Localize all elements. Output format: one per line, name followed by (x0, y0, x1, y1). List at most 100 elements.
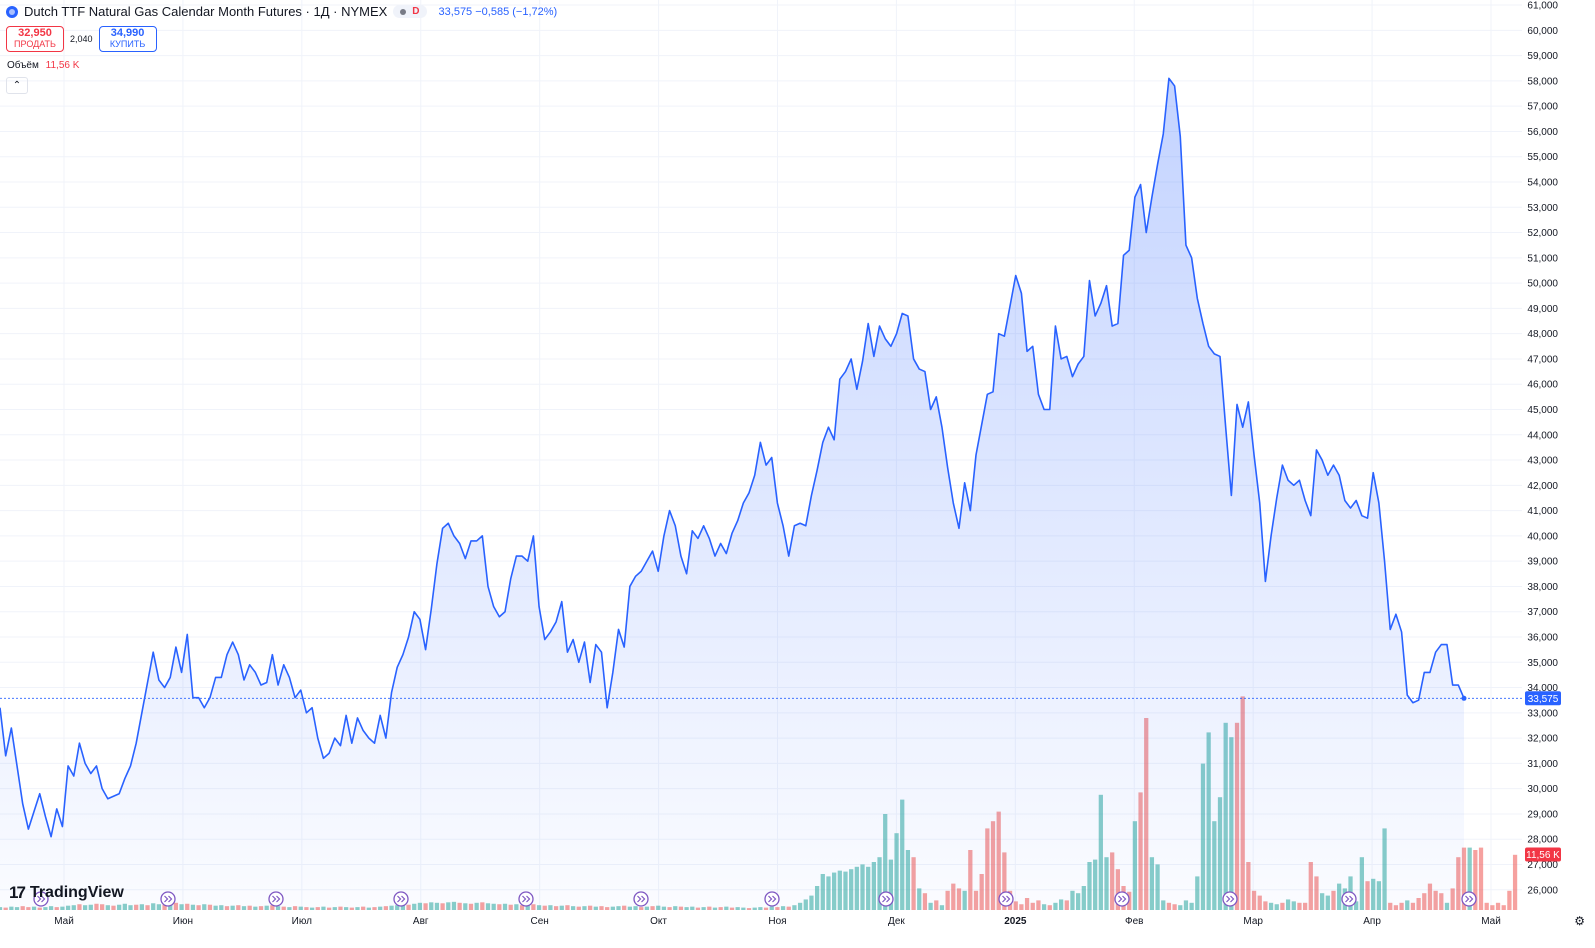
market-status-badge[interactable]: D (393, 5, 427, 18)
symbol-logo-icon[interactable] (6, 5, 18, 18)
y-tick-label: 28,000 (1527, 835, 1558, 846)
event-marker-icon[interactable] (393, 891, 409, 907)
event-arrow (522, 895, 531, 903)
status-dot-icon (400, 8, 407, 15)
sell-price: 32,950 (18, 27, 52, 39)
y-tick-label: 36,000 (1527, 633, 1558, 644)
time-axis: Май Июн Июл Авг Сен Окт Ноя Дек 2025 Фев Мар Апр Май (54, 916, 1501, 927)
chevron-up-icon[interactable]: ⌃ (6, 77, 28, 94)
x-tick-label: Авг (413, 916, 429, 927)
event-marker-icon[interactable] (518, 891, 534, 907)
y-tick-label: 43,000 (1527, 456, 1558, 467)
y-tick-label: 29,000 (1527, 809, 1558, 820)
event-marker-icon[interactable] (1222, 891, 1238, 907)
last-price-dot (1461, 695, 1467, 701)
x-tick-label: Сен (531, 916, 549, 927)
event-arrow (272, 895, 281, 903)
volume-bar (1467, 847, 1472, 910)
x-tick-label: Фев (1125, 916, 1143, 927)
volume-badge (1525, 847, 1561, 862)
y-tick-label: 54,000 (1527, 178, 1558, 189)
y-tick-label: 39,000 (1527, 557, 1558, 568)
x-tick-label: Май (54, 916, 74, 927)
event-marker-icon[interactable] (1114, 891, 1130, 907)
volume-bar (1512, 854, 1518, 910)
trade-panel: 32,950 ПРОДАТЬ 2,040 34,990 КУПИТЬ (6, 26, 157, 52)
y-tick-label: 50,000 (1527, 279, 1558, 290)
event-marker-icon[interactable] (1341, 891, 1357, 907)
y-tick-label: 61,000 (1527, 1, 1558, 12)
x-tick-label: Мар (1243, 916, 1263, 927)
event-marker-icon[interactable] (1461, 891, 1477, 907)
volume-bar (1495, 902, 1501, 910)
event-marker-icon[interactable] (33, 891, 49, 907)
volume-bar (1484, 902, 1489, 910)
volume-label: Объём (7, 60, 39, 71)
event-arrow (1226, 895, 1235, 903)
event-arrow (637, 895, 646, 903)
event-marker-icon[interactable] (998, 891, 1014, 907)
event-marker-icon[interactable] (764, 891, 780, 907)
y-tick-label: 44,000 (1527, 430, 1558, 441)
y-tick-label: 34,000 (1527, 683, 1558, 694)
y-tick-label: 51,000 (1527, 253, 1558, 264)
y-tick-label: 53,000 (1527, 203, 1558, 214)
tradingview-wordmark: TradingView (29, 884, 124, 901)
sell-button[interactable]: 32,950 ПРОДАТЬ (6, 26, 64, 52)
event-arrow (1002, 895, 1011, 903)
y-tick-label: 60,000 (1527, 26, 1558, 37)
event-arrow (1465, 895, 1474, 903)
y-tick-label: 31,000 (1527, 759, 1558, 770)
last-price-badge (1525, 691, 1561, 706)
event-arrow (1118, 895, 1127, 903)
event-arrow (37, 895, 46, 903)
volume-bar (1478, 847, 1484, 910)
events (33, 891, 1477, 907)
event-arrow (1345, 895, 1354, 903)
buy-price: 34,990 (110, 27, 145, 39)
event-marker-icon[interactable] (878, 891, 894, 907)
event-arrow (882, 895, 891, 903)
y-tick-label: 59,000 (1527, 51, 1558, 62)
x-tick-label: Дек (888, 916, 905, 927)
y-tick-label: 27,000 (1527, 860, 1558, 871)
y-tick-label: 52,000 (1527, 228, 1558, 239)
x-tick-label: Ноя (768, 916, 786, 927)
volume-bar (1473, 850, 1478, 910)
y-tick-label: 56,000 (1527, 127, 1558, 138)
y-tick-label: 58,000 (1527, 76, 1558, 87)
tradingview-logo[interactable]: 17 TradingView (9, 883, 124, 903)
event-marker-icon[interactable] (160, 891, 176, 907)
x-tick-label: Апр (1363, 916, 1381, 927)
gear-icon[interactable]: ⚙ (1574, 914, 1585, 928)
y-tick-label: 48,000 (1527, 329, 1558, 340)
y-tick-label: 26,000 (1527, 885, 1558, 896)
event-arrow (768, 895, 777, 903)
event-arrow (397, 895, 406, 903)
volume-legend[interactable]: Объём 11,56 K (7, 60, 79, 71)
volume-bar (1501, 905, 1506, 910)
buy-button[interactable]: 34,990 КУПИТЬ (98, 26, 157, 52)
price-area-fill (0, 78, 1464, 911)
y-tick-label: 37,000 (1527, 607, 1558, 618)
y-tick-label: 42,000 (1527, 481, 1558, 492)
tradingview-mark: 17 (9, 883, 26, 902)
spread-value: 2,040 (70, 34, 93, 44)
price-change-info: 33,575 −0,585 (−1,72%) (438, 5, 558, 18)
volume-badge-label: 11,56 K (1526, 850, 1560, 861)
volume-bar (1490, 905, 1495, 910)
data-delay-label: D (412, 6, 420, 17)
x-tick-label: Май (1481, 916, 1501, 927)
axis-badges: 33,575 11,56 K (1525, 691, 1561, 862)
y-tick-label: 55,000 (1527, 152, 1558, 163)
y-tick-label: 33,000 (1527, 708, 1558, 719)
symbol-title[interactable]: Dutch TTF Natural Gas Calendar Month Fut… (24, 4, 388, 19)
event-marker-icon[interactable] (268, 891, 284, 907)
y-tick-label: 41,000 (1527, 506, 1558, 517)
x-tick-label: Июн (173, 916, 193, 927)
y-tick-label: 46,000 (1527, 380, 1558, 391)
y-tick-label: 40,000 (1527, 531, 1558, 542)
sell-label: ПРОДАТЬ (14, 39, 56, 49)
event-marker-icon[interactable] (633, 891, 649, 907)
